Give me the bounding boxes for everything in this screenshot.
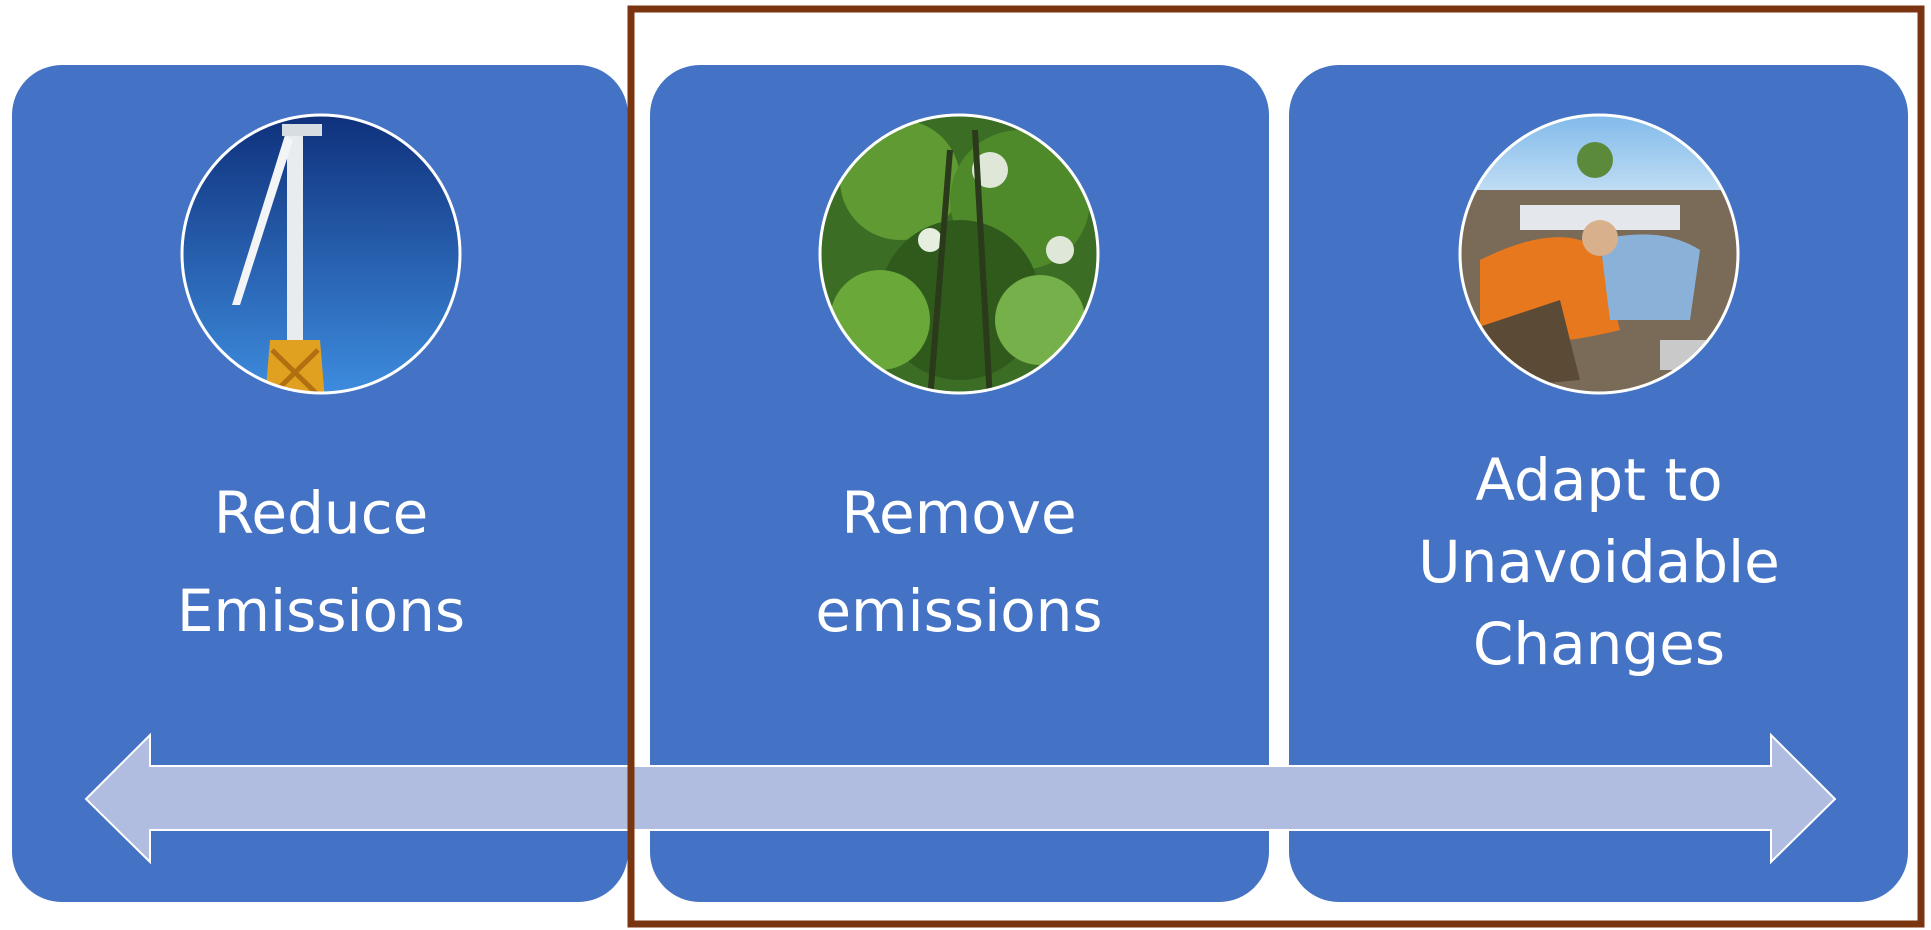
panel-label: emissions — [815, 577, 1102, 645]
panel — [650, 65, 1269, 902]
panel-label: Adapt to — [1475, 446, 1722, 514]
panel — [1289, 65, 1908, 902]
image-border — [818, 113, 1100, 395]
wind-turbine-image — [182, 115, 460, 393]
double-arrow — [84, 732, 1837, 865]
forest-image — [820, 115, 1098, 393]
highlight-frame — [627, 5, 1925, 928]
panel-label: Changes — [1473, 610, 1725, 678]
panel-label: Emissions — [177, 577, 465, 645]
panel-label: Reduce — [214, 479, 429, 547]
panel — [12, 65, 628, 902]
panel-label: Remove — [841, 479, 1076, 547]
panel-label: Unavoidable — [1418, 528, 1780, 596]
image-border — [1458, 113, 1740, 395]
image-border — [180, 113, 462, 395]
